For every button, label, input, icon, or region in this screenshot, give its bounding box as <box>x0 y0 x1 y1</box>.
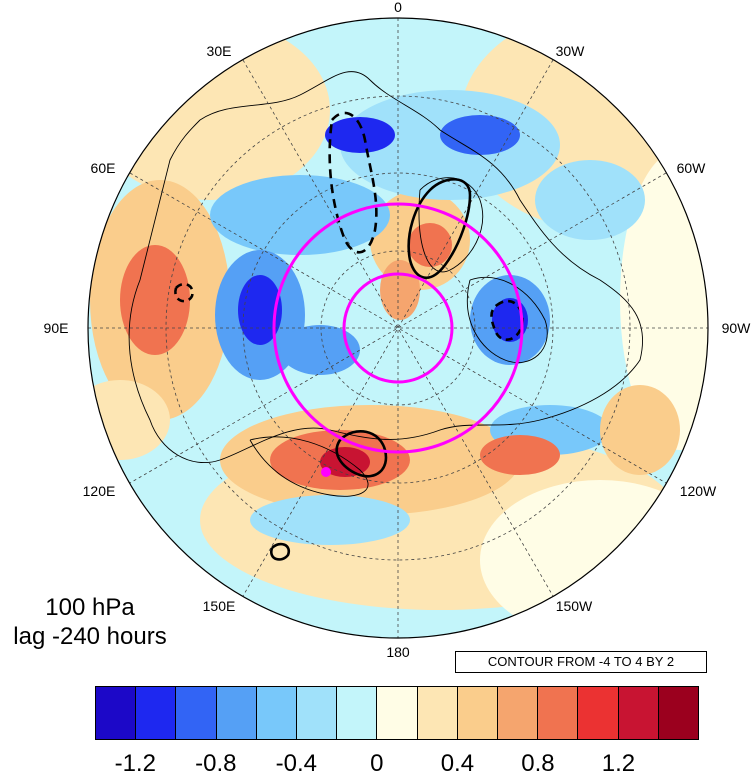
lag-label: lag -240 hours <box>13 623 167 650</box>
colorbar-bin <box>618 687 659 739</box>
colorbar-tick-label: -1.2 <box>114 750 156 777</box>
colorbar-bin <box>337 687 378 739</box>
siberia-coast-outline <box>249 436 369 497</box>
anomaly-patch <box>250 495 410 545</box>
colorbar-bin <box>256 687 298 739</box>
meridian-30e-150w <box>242 59 554 597</box>
level-label: 100 hPa <box>45 594 135 621</box>
lon-label-30e: 30E <box>207 43 232 59</box>
highlight-ring-inner <box>342 272 454 384</box>
lon-label-90e: 90E <box>44 320 69 336</box>
lon-label-90w: 90W <box>722 320 752 336</box>
colorbar-tick-label: 0.4 <box>440 750 475 777</box>
colorbar-bin <box>377 687 418 739</box>
lon-label-120w: 120W <box>680 483 717 499</box>
anomaly-patch <box>325 117 395 153</box>
highlight-point <box>321 467 331 477</box>
lon-label-60e: 60E <box>91 160 116 176</box>
map-field <box>88 18 708 638</box>
colorbar-tick-label: -0.8 <box>195 750 237 777</box>
anomaly-patch <box>88 380 170 460</box>
anomaly-patch <box>408 223 452 267</box>
lon-label-0: 0 <box>394 0 402 15</box>
lon-label-60w: 60W <box>677 160 707 176</box>
colorbar-bin <box>417 687 458 739</box>
canada-islands-outline <box>466 276 548 364</box>
negative-contour-canada <box>490 299 524 341</box>
lon-label-120e: 120E <box>83 483 116 499</box>
meridian-60e-120w <box>129 172 667 484</box>
colorbar <box>95 686 699 740</box>
negative-contour-europe <box>328 111 378 254</box>
colorbar-bin <box>216 687 257 739</box>
negative-contour-asia <box>174 282 194 303</box>
anomaly-patch <box>280 325 360 375</box>
anomaly-patch <box>480 480 708 638</box>
anomaly-patch <box>600 385 680 475</box>
colorbar-tick-label: -0.4 <box>275 750 317 777</box>
colorbar-bin <box>538 687 579 739</box>
coastlines <box>128 71 644 497</box>
lon-label-180: 180 <box>386 644 410 660</box>
colorbar-bin <box>176 687 217 739</box>
colorbar-bin <box>297 687 338 739</box>
colorbar-bin <box>578 687 619 739</box>
colorbar-tick-label: 0 <box>370 750 384 777</box>
anomaly-patch <box>320 447 370 477</box>
colorbar-bin <box>457 687 499 739</box>
anomaly-patch <box>480 435 560 475</box>
graticule <box>88 18 708 638</box>
lon-label-150e: 150E <box>203 598 236 614</box>
anomaly-patch <box>120 245 190 355</box>
contour-info-box: CONTOUR FROM -4 TO 4 BY 2 <box>455 651 707 673</box>
meridian-60w-120e <box>129 172 667 484</box>
lon-label-150w: 150W <box>556 598 593 614</box>
positive-contour-greenland <box>407 178 472 279</box>
colorbar-bin <box>498 687 539 739</box>
anomaly-patch <box>620 150 708 450</box>
colorbar-tick-label: 1.2 <box>601 750 636 777</box>
colorbar-bin <box>658 687 699 739</box>
positive-contour-siberia <box>335 430 388 478</box>
positive-contour-small <box>270 542 291 561</box>
anomaly-patch <box>210 175 390 255</box>
black-contours <box>174 111 524 561</box>
lon-label-30w: 30W <box>556 43 586 59</box>
colorbar-bin <box>96 687 137 739</box>
highlight-ring-outer <box>272 202 524 454</box>
meridian-30w-150e <box>242 59 554 597</box>
magenta-highlight <box>272 202 524 454</box>
colorbar-tick-label: 0.8 <box>521 750 555 777</box>
anomaly-patch <box>440 115 520 155</box>
coastline-outline <box>128 71 644 464</box>
anomaly-patch <box>535 160 645 240</box>
colorbar-bin <box>136 687 177 739</box>
map-border <box>87 17 709 639</box>
anomaly-patch <box>238 275 282 345</box>
